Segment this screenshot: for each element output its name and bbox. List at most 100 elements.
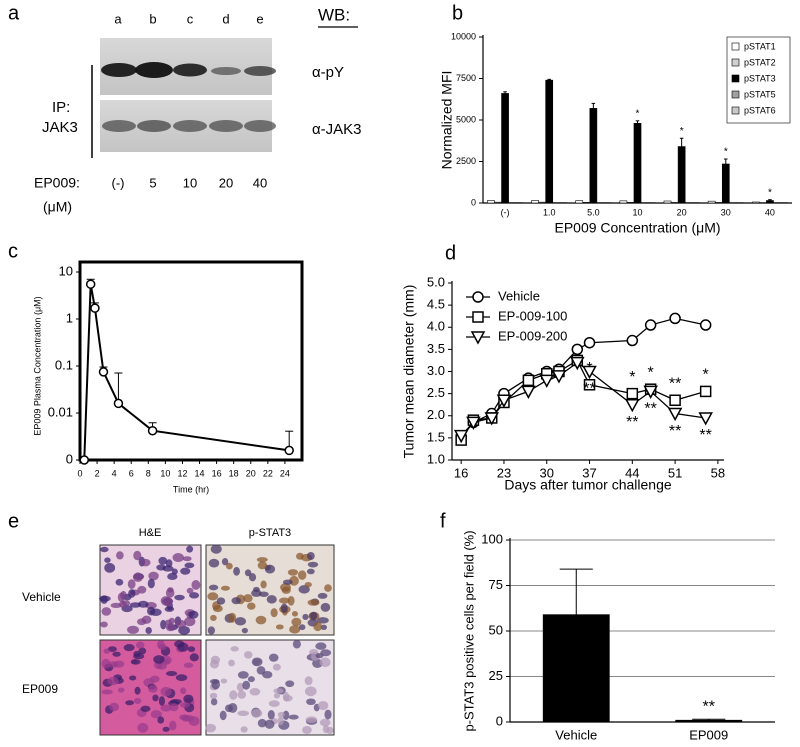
cell (237, 690, 247, 699)
cell (165, 671, 178, 677)
significance: * (680, 126, 684, 137)
cell (150, 710, 162, 719)
y-axis-title: EP009 Plasma Concentration (μM) (32, 296, 42, 435)
cell (319, 718, 331, 727)
cell (291, 611, 298, 617)
cell (247, 602, 256, 610)
marker (625, 398, 640, 413)
y-axis-title: Normalized MFI (439, 71, 455, 170)
band (173, 63, 207, 77)
cell (234, 617, 247, 626)
x-tick-label: (-) (501, 207, 510, 217)
cell (183, 694, 194, 703)
lane-label: c (187, 11, 194, 26)
x-tick-label: 5.0 (587, 207, 600, 217)
cell (174, 640, 185, 648)
cell (101, 658, 111, 669)
cell (167, 572, 178, 581)
cell (282, 710, 290, 721)
cell (205, 723, 217, 733)
cell (101, 689, 113, 695)
legend-label: pSTAT1 (744, 41, 776, 51)
marker (669, 312, 681, 325)
legend-label: pSTAT5 (744, 89, 776, 99)
cell (262, 670, 273, 679)
y-tick-label: 0 (471, 197, 476, 207)
legend-marker (472, 291, 484, 303)
cell (282, 579, 293, 585)
marker (582, 365, 597, 380)
cell (313, 621, 323, 632)
cell (220, 585, 230, 591)
cell (237, 671, 249, 679)
x-tick-label: 2 (95, 468, 100, 478)
treatment-label: EP009: (34, 175, 80, 191)
cell (101, 607, 112, 616)
bar (633, 123, 642, 204)
cell (251, 708, 263, 718)
cell (127, 625, 139, 634)
cell (210, 544, 222, 554)
cell (277, 711, 285, 718)
y-tick-label: 4.5 (427, 297, 445, 312)
cell (255, 615, 267, 625)
cell (152, 694, 159, 702)
bar (626, 202, 635, 204)
cell (275, 624, 284, 630)
marker (284, 445, 294, 456)
x-tick-label: 16 (454, 465, 468, 480)
bar (538, 201, 546, 204)
x-tick-label: 10 (160, 468, 170, 478)
x-tick-label: 30 (721, 207, 731, 217)
bar (721, 163, 730, 204)
micrograph (205, 544, 335, 636)
band (209, 120, 243, 132)
x-tick-label: 30 (540, 465, 554, 480)
cell (189, 653, 199, 662)
cell (247, 676, 255, 683)
bar (575, 200, 584, 204)
cell (207, 592, 219, 601)
marker (626, 387, 639, 400)
cell (188, 610, 199, 619)
y-tick-label: 3.5 (427, 341, 445, 356)
cell (148, 684, 158, 693)
significance: * (636, 108, 640, 119)
cell (278, 597, 290, 604)
significance: * (629, 369, 635, 386)
cell (244, 651, 253, 659)
marker (571, 343, 584, 356)
marker (570, 356, 585, 371)
cell (305, 716, 318, 724)
cell (174, 594, 185, 601)
lane-label: e (256, 11, 263, 26)
cell (158, 556, 168, 565)
cell (148, 571, 159, 581)
y-tick-label: 7500 (456, 73, 476, 83)
x-tick-label: 20 (246, 468, 256, 478)
cell (210, 698, 218, 706)
dose-label: (-) (112, 175, 125, 190)
marker (644, 319, 657, 331)
blot: a b c d e WB: α-pY α-JAK3 IP: JAK3 EP009… (34, 5, 362, 214)
row-header: EP009 (22, 682, 58, 696)
x-tick-label: 22 (263, 468, 273, 478)
y-tick-label: 5.0 (427, 274, 445, 289)
legend-label: pSTAT2 (744, 57, 776, 67)
cell (289, 625, 301, 634)
x-axis-title: Time (hr) (173, 484, 209, 494)
cell (209, 678, 220, 684)
cell (306, 551, 315, 561)
significance: ** (626, 414, 638, 431)
cell (241, 627, 248, 634)
cell (140, 705, 151, 712)
cell (110, 602, 122, 608)
cell (219, 710, 227, 721)
cell (125, 700, 134, 706)
y-axis-title: p-STAT3 positive cells per field (%) (461, 530, 476, 731)
bar (545, 79, 554, 204)
ip-label: IP: (52, 99, 70, 116)
y-tick-label: 10 (59, 263, 73, 278)
y-tick-label: 2.0 (427, 407, 445, 422)
x-tick-label: 8 (146, 468, 151, 478)
